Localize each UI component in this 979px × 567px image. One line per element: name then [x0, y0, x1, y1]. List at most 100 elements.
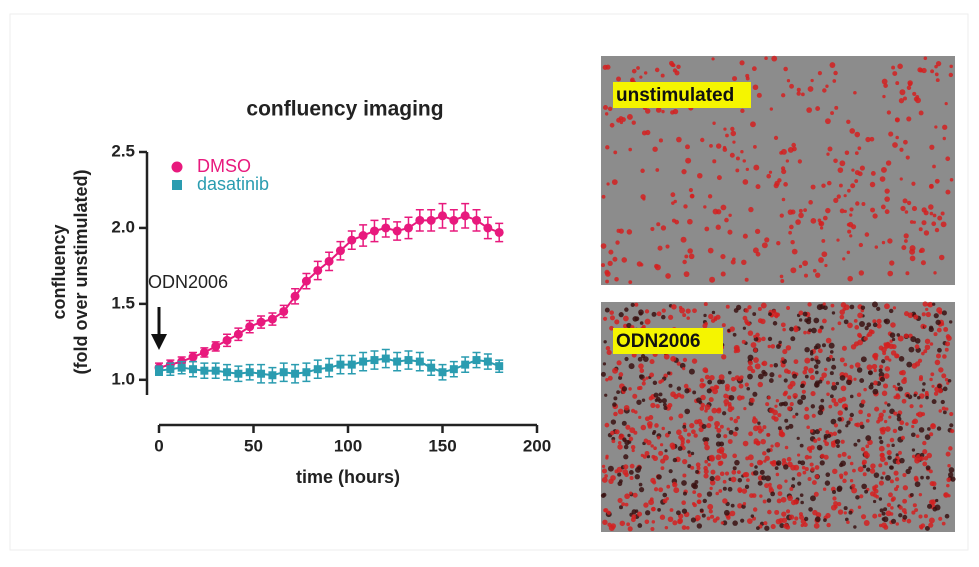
cell	[683, 204, 688, 209]
cell	[727, 486, 733, 492]
cell	[691, 429, 696, 435]
cell	[826, 152, 830, 156]
cell	[788, 514, 795, 520]
cell	[668, 383, 673, 388]
cell	[917, 396, 921, 400]
cell	[778, 431, 785, 437]
cell	[881, 390, 888, 397]
cell	[770, 524, 776, 530]
cell	[950, 476, 956, 482]
cell	[826, 392, 830, 396]
cell	[663, 405, 668, 410]
cell	[899, 420, 905, 426]
cell	[799, 493, 804, 497]
cell	[923, 56, 928, 61]
cell	[853, 442, 858, 447]
cell	[886, 110, 891, 115]
cell	[757, 421, 761, 425]
cell	[894, 117, 900, 123]
cell	[815, 272, 821, 278]
cell	[741, 259, 747, 266]
cell	[935, 61, 942, 67]
cell	[941, 310, 947, 316]
cell	[837, 417, 842, 422]
cell	[847, 455, 852, 460]
cell	[921, 67, 927, 74]
cell	[830, 111, 834, 115]
cell	[935, 353, 942, 359]
cell	[607, 260, 613, 266]
cell	[770, 444, 774, 448]
cell	[882, 383, 889, 389]
cell	[912, 503, 917, 508]
cell	[948, 467, 955, 473]
cell	[872, 493, 878, 498]
cell	[655, 107, 662, 113]
cell	[742, 326, 747, 330]
cell	[920, 475, 924, 480]
cell	[847, 322, 853, 329]
cell	[724, 217, 729, 223]
cell	[661, 308, 666, 313]
cell	[712, 121, 716, 125]
cell	[831, 384, 838, 391]
cell	[926, 452, 933, 459]
cell	[730, 259, 736, 265]
cell	[604, 307, 610, 313]
cell	[753, 357, 759, 363]
cell	[864, 489, 869, 494]
cell	[807, 316, 812, 321]
cell	[786, 306, 791, 310]
cell	[746, 518, 753, 524]
cell	[631, 68, 637, 74]
cell	[889, 465, 894, 470]
cell	[891, 337, 896, 342]
cell	[760, 438, 766, 445]
cell	[945, 341, 951, 347]
cell	[928, 522, 934, 528]
cell	[837, 453, 842, 458]
cell	[790, 240, 795, 245]
cell	[622, 437, 627, 442]
cell	[727, 407, 733, 413]
cell	[886, 449, 892, 456]
cell	[642, 378, 646, 382]
cell	[826, 433, 832, 439]
marker	[426, 215, 436, 225]
cell	[754, 465, 758, 469]
cell	[603, 316, 608, 321]
cell	[903, 511, 908, 515]
cell	[671, 63, 676, 68]
cell	[727, 370, 732, 375]
cell	[639, 374, 645, 380]
cell	[793, 359, 799, 365]
cell	[604, 271, 611, 277]
cell	[783, 182, 788, 187]
marker	[438, 368, 447, 377]
cell	[763, 521, 768, 526]
cell	[797, 159, 803, 164]
cell	[712, 388, 719, 395]
cell	[885, 474, 891, 481]
cell	[781, 511, 787, 517]
cell	[905, 271, 910, 276]
cell	[729, 152, 735, 158]
cell	[865, 444, 870, 449]
cell	[884, 355, 890, 361]
cell	[911, 206, 918, 212]
cell	[837, 501, 842, 507]
cell	[852, 468, 856, 473]
cell	[942, 410, 947, 415]
cell	[888, 308, 894, 314]
cell	[818, 257, 824, 263]
cell	[800, 394, 807, 401]
cell	[753, 334, 757, 339]
cell	[672, 481, 677, 486]
cell	[945, 189, 951, 195]
cell	[636, 399, 642, 405]
marker	[155, 366, 163, 375]
cell	[709, 374, 715, 381]
cell	[752, 425, 759, 432]
y-tick-label: 2.5	[111, 141, 135, 160]
cell	[881, 522, 887, 529]
